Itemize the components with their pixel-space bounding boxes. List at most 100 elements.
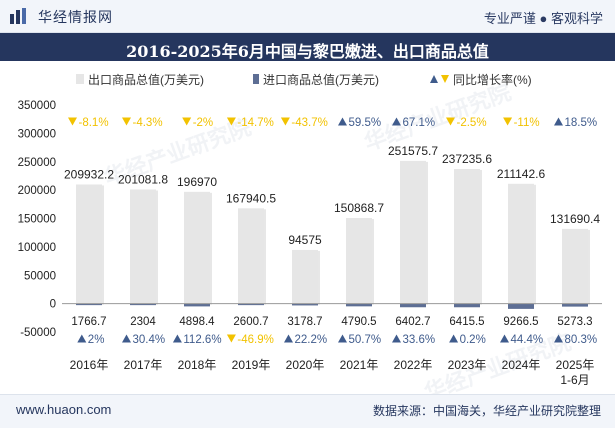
export-value-label: 196970: [177, 175, 217, 189]
export-growth-marker: [446, 117, 455, 126]
top-bar: [0, 0, 615, 33]
export-bar: [292, 249, 318, 304]
export-growth-marker: [503, 117, 513, 126]
export-growth-marker: [392, 117, 401, 126]
import-growth-marker: [284, 334, 293, 343]
legend-label-import: 进口商品总值(万美元): [263, 72, 379, 87]
website-link[interactable]: www.huaon.com: [16, 402, 112, 417]
export-value-label: 167940.5: [226, 191, 276, 205]
import-value-label: 9266.5: [503, 316, 538, 328]
export-bar: [562, 228, 588, 304]
export-bar: [238, 208, 264, 304]
x-tick-label: 2024年: [502, 358, 541, 372]
x-tick-label: 1-6月: [560, 373, 589, 387]
y-tick-label: 100000: [18, 242, 56, 254]
y-tick-label: 50000: [24, 270, 56, 282]
y-tick-label: 250000: [18, 157, 56, 169]
logo-icon: [10, 8, 26, 24]
import-bar: [184, 303, 210, 307]
bottom-bar: [0, 394, 615, 428]
y-tick-label: 350000: [18, 100, 56, 112]
import-growth-marker: [500, 334, 509, 343]
import-bar: [400, 303, 426, 308]
export-growth-label: 59.5%: [349, 117, 382, 129]
import-growth-marker: [122, 334, 131, 343]
import-value-label: 6415.5: [449, 316, 484, 328]
import-bar: [508, 303, 534, 309]
y-tick-label: 200000: [18, 185, 56, 197]
import-value-label: 1766.7: [71, 316, 106, 328]
export-bar: [508, 183, 534, 304]
export-bar: [130, 189, 156, 304]
brand-name: 华经情报网: [38, 9, 113, 25]
export-growth-label: -2%: [193, 117, 213, 129]
title-bar: [0, 33, 615, 61]
legend-swatch-export: [76, 74, 84, 84]
import-growth-label: 0.2%: [460, 334, 486, 346]
x-tick-label: 2022年: [394, 358, 433, 372]
x-tick-label: 2016年: [70, 358, 109, 372]
export-value-label: 131690.4: [550, 212, 600, 226]
x-tick-label: 2020年: [286, 358, 325, 372]
x-tick-label: 2019年: [232, 358, 271, 372]
x-tick-label: 2018年: [178, 358, 217, 372]
export-value-label: 201081.8: [118, 173, 168, 187]
export-bar: [346, 218, 372, 304]
import-growth-marker: [226, 334, 236, 343]
export-growth-marker: [68, 117, 77, 126]
legend-label-growth: 同比增长率(%): [453, 72, 532, 87]
import-growth-label: 112.6%: [183, 334, 221, 346]
export-value-label: 211142.6: [497, 167, 546, 181]
export-growth-label: -11%: [514, 117, 540, 129]
import-growth-label: 2%: [88, 334, 105, 346]
export-bar: [454, 168, 480, 304]
import-bar: [76, 303, 102, 306]
import-bar: [454, 303, 480, 308]
y-tick-label: 0: [50, 299, 56, 311]
import-value-label: 2600.7: [233, 316, 268, 328]
legend-down-triangle: [441, 75, 449, 83]
import-growth-label: 22.2%: [295, 334, 328, 346]
export-growth-marker: [122, 117, 131, 126]
export-growth-label: 67.1%: [403, 117, 436, 129]
export-growth-marker: [280, 117, 290, 126]
import-growth-marker: [338, 334, 347, 343]
x-tick-label: 2023年: [448, 358, 487, 372]
export-growth-label: -4.3%: [133, 117, 163, 129]
import-value-label: 4898.4: [179, 316, 215, 328]
y-tick-label: -50000: [20, 327, 56, 339]
export-value-label: 251575.7: [388, 144, 438, 158]
export-growth-marker: [338, 117, 347, 126]
export-bar: [184, 191, 210, 304]
import-bar: [292, 303, 318, 306]
export-growth-marker: [226, 117, 236, 126]
slogan: 专业严谨 ● 客观科学: [483, 11, 603, 26]
import-growth-marker: [392, 334, 401, 343]
export-value-label: 237235.6: [442, 152, 492, 166]
chart-title: 2016-2025年6月中国与黎巴嫩进、出口商品总值: [126, 42, 489, 61]
data-source: 数据来源：中国海关，华经产业研究院整理: [372, 404, 601, 418]
import-value-label: 4790.5: [341, 316, 376, 328]
export-growth-label: 18.5%: [565, 117, 598, 129]
import-growth-marker: [172, 334, 182, 343]
export-value-label: 209932.2: [64, 167, 114, 181]
export-bar: [400, 160, 426, 304]
import-value-label: 5273.3: [557, 316, 592, 328]
import-growth-marker: [554, 334, 563, 343]
y-tick-label: 300000: [18, 128, 56, 140]
import-value-label: 3178.7: [287, 316, 322, 328]
export-growth-marker: [182, 117, 192, 126]
export-bar: [76, 184, 102, 304]
import-growth-marker: [77, 334, 87, 343]
import-growth-label: 33.6%: [403, 334, 436, 346]
import-growth-marker: [449, 334, 459, 343]
x-tick-label: 2025年: [556, 358, 595, 372]
import-bar: [238, 303, 264, 306]
import-bar: [346, 303, 372, 307]
import-growth-label: 50.7%: [349, 334, 382, 346]
import-growth-label: -46.9%: [237, 334, 273, 346]
import-value-label: 6402.7: [395, 316, 430, 328]
import-growth-label: 44.4%: [511, 334, 544, 346]
export-growth-label: -2.5%: [457, 117, 487, 129]
